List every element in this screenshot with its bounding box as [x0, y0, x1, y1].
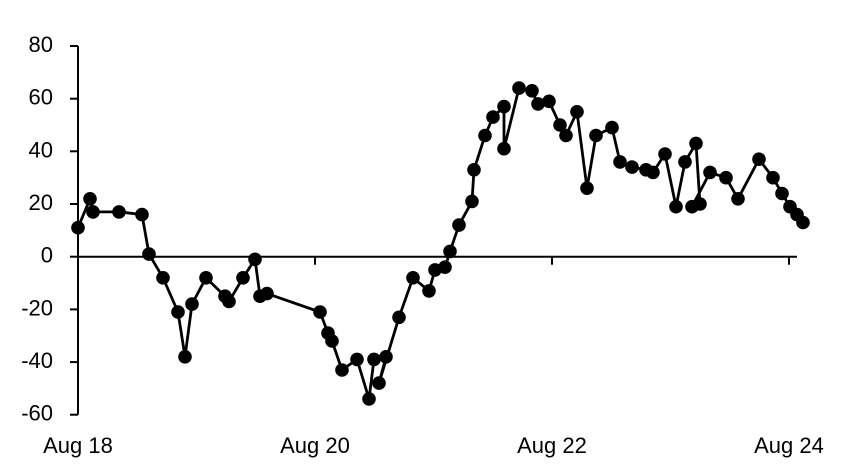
svg-text:0: 0: [41, 243, 53, 268]
svg-text:-60: -60: [21, 401, 53, 426]
svg-text:Aug 20: Aug 20: [280, 433, 350, 458]
svg-text:60: 60: [29, 85, 53, 110]
svg-text:Aug 22: Aug 22: [517, 433, 587, 458]
svg-text:20: 20: [29, 190, 53, 215]
svg-text:40: 40: [29, 137, 53, 162]
svg-text:Aug 24: Aug 24: [754, 433, 824, 458]
svg-text:80: 80: [29, 32, 53, 57]
svg-text:Aug 18: Aug 18: [43, 433, 113, 458]
svg-text:-40: -40: [21, 348, 53, 373]
svg-text:-20: -20: [21, 295, 53, 320]
